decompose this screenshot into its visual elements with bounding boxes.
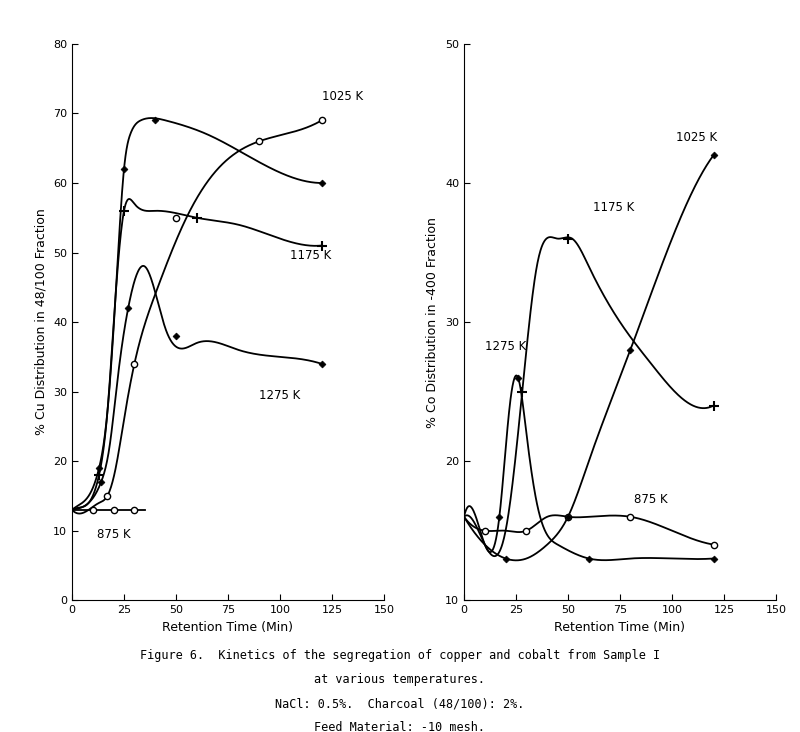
Text: 875 K: 875 K (97, 528, 130, 541)
Text: Figure 6.  Kinetics of the segregation of copper and cobalt from Sample I: Figure 6. Kinetics of the segregation of… (140, 649, 660, 662)
Text: 1175 K: 1175 K (593, 201, 634, 214)
Text: 875 K: 875 K (634, 493, 668, 506)
Text: Feed Material: -10 mesh.: Feed Material: -10 mesh. (314, 721, 486, 732)
Text: at various temperatures.: at various temperatures. (314, 673, 486, 686)
Text: 1175 K: 1175 K (290, 250, 332, 263)
Y-axis label: % Cu Distribution in 48/100 Fraction: % Cu Distribution in 48/100 Fraction (34, 209, 47, 436)
X-axis label: Retention Time (Min): Retention Time (Min) (162, 621, 294, 634)
Text: NaCl: 0.5%.  Charcoal (48/100): 2%.: NaCl: 0.5%. Charcoal (48/100): 2%. (275, 697, 525, 710)
Text: 1275 K: 1275 K (485, 340, 526, 353)
Y-axis label: % Co Distribution in -400 Fraction: % Co Distribution in -400 Fraction (426, 217, 439, 427)
Text: 1025 K: 1025 K (676, 131, 718, 144)
Text: 1275 K: 1275 K (259, 389, 301, 402)
X-axis label: Retention Time (Min): Retention Time (Min) (554, 621, 686, 634)
Text: 1025 K: 1025 K (322, 89, 363, 102)
